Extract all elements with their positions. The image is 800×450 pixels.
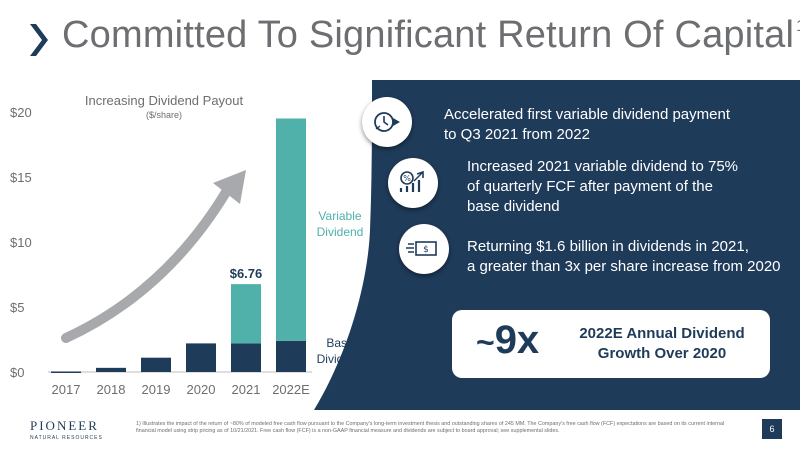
bullet-3-icon-circle: $ bbox=[399, 224, 449, 274]
cash-flow-icon: $ bbox=[406, 241, 437, 256]
bar-data-label: $6.76 bbox=[230, 266, 263, 281]
x-tick-label: 2020 bbox=[187, 382, 216, 397]
footnote: 1) Illustrates the impact of the return … bbox=[136, 421, 725, 434]
bullet-3-text: Returning $1.6 billion in dividends in 2… bbox=[467, 238, 781, 275]
bullet-1-text: Accelerated first variable dividend paym… bbox=[444, 106, 730, 143]
bar-base-2018 bbox=[96, 367, 126, 372]
y-tick-label: $15 bbox=[10, 170, 32, 185]
x-tick-label: 2022E bbox=[272, 382, 310, 397]
legend-base-line2: Dividend bbox=[317, 352, 364, 366]
x-tick-label: 2017 bbox=[52, 382, 81, 397]
legend-base-line1: Base bbox=[326, 336, 354, 350]
bullet-1-icon-circle bbox=[362, 97, 412, 147]
legend-variable-line1: Variable bbox=[318, 209, 361, 223]
growth-arrow-head bbox=[213, 170, 246, 204]
clock-arrow-icon bbox=[374, 112, 400, 132]
x-tick-label: 2019 bbox=[142, 382, 171, 397]
bar-base-2022E bbox=[276, 340, 306, 372]
y-tick-label: $5 bbox=[10, 300, 24, 315]
growth-arrow bbox=[61, 177, 237, 343]
company-logo-subtitle: NATURAL RESOURCES bbox=[30, 435, 103, 441]
bar-base-2020 bbox=[186, 343, 216, 372]
bullet-2-text: Increased 2021 variable dividend to 75% … bbox=[467, 158, 739, 215]
bar-base-2019 bbox=[141, 357, 171, 372]
page-number: 6 bbox=[762, 419, 782, 439]
company-logo: PIONEER bbox=[30, 418, 99, 433]
growth-description: 2022E Annual Dividend Growth Over 2020 bbox=[579, 325, 745, 362]
bar-base-2021 bbox=[231, 343, 261, 372]
legend-variable-line2: Dividend bbox=[317, 225, 364, 239]
y-tick-label: $20 bbox=[10, 105, 32, 120]
x-tick-label: 2021 bbox=[232, 382, 261, 397]
y-tick-label: $0 bbox=[10, 365, 24, 380]
dividend-chart: $0 $5 $10 $15 $20 2017 2018 2019 2020 2021 2022E $… bbox=[10, 93, 364, 397]
x-tick-label: 2018 bbox=[97, 382, 126, 397]
page-title: Committed To Significant Return Of Capit… bbox=[62, 14, 800, 57]
title-bar: Committed To Significant Return Of Capit… bbox=[0, 0, 800, 80]
bar-variable-2021 bbox=[231, 284, 261, 344]
bar-variable-2022E bbox=[276, 118, 306, 341]
svg-text:%: % bbox=[403, 174, 411, 183]
growth-multiple: ~9x bbox=[476, 318, 540, 362]
svg-text:$: $ bbox=[423, 245, 429, 255]
title-footnote-marker: 1 bbox=[796, 18, 800, 35]
growth-callout: ~9x 2022E Annual Dividend Growth Over 20… bbox=[452, 310, 770, 378]
footer: PIONEER NATURAL RESOURCES 1) Illustrates… bbox=[0, 410, 800, 450]
bullet-2-icon-circle: % bbox=[388, 158, 438, 208]
chevron-right-icon bbox=[30, 24, 48, 56]
bar-base-2017 bbox=[51, 371, 81, 373]
y-tick-label: $10 bbox=[10, 235, 32, 250]
chart-title: Increasing Dividend Payout bbox=[85, 93, 244, 108]
percent-growth-icon: % bbox=[399, 170, 424, 192]
chart-subtitle: ($/share) bbox=[146, 110, 182, 120]
